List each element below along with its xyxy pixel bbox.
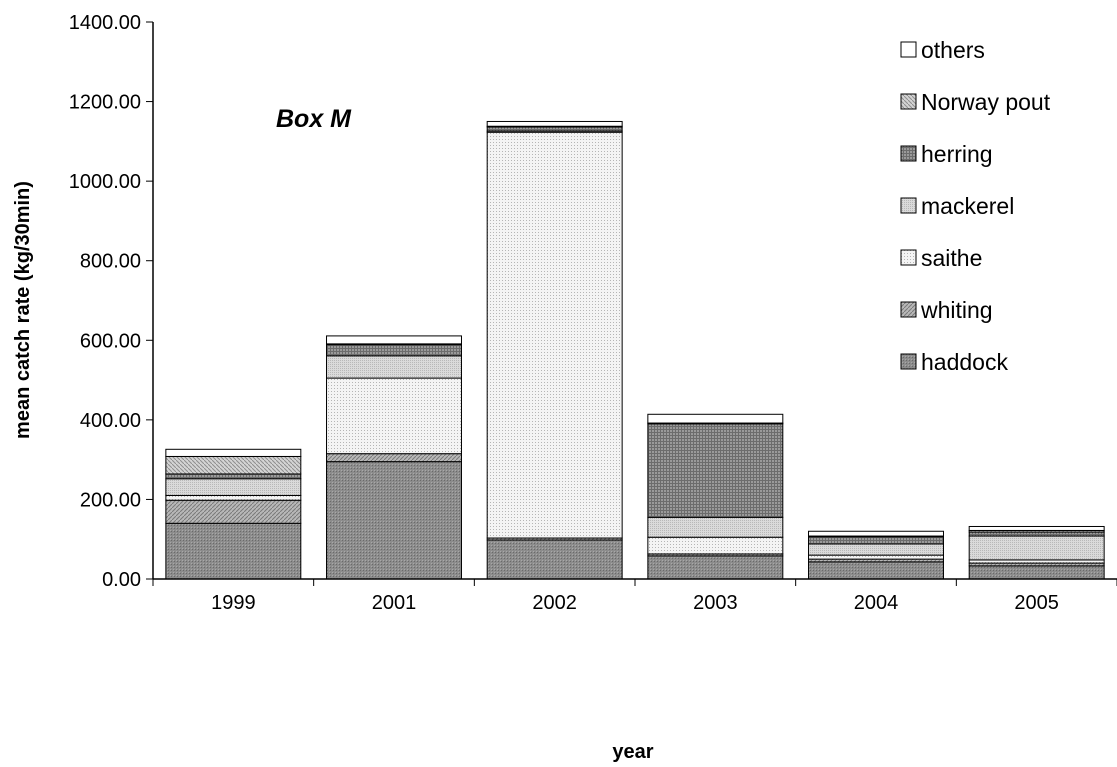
bar-mackerel-2003 (647, 516, 784, 538)
x-tick-label: 2004 (854, 592, 899, 614)
bar-herring-2001 (326, 344, 462, 357)
y-tick-label: 200.00 (80, 489, 141, 511)
legend-label: others (921, 37, 985, 63)
legend-swatch-whiting (900, 301, 917, 318)
bar-others-2004 (808, 530, 944, 537)
bar-mackerel-2005 (968, 535, 1105, 561)
bar-mackerel-2001 (326, 355, 462, 379)
bar-others-2003 (647, 413, 784, 424)
legend-swatch-mackerel (900, 197, 917, 214)
bar-herring-2003 (647, 423, 784, 518)
legend-swatch-haddock (900, 353, 917, 370)
y-axis-ticks: 0.00 200.00 400.00 600.00 800.00 1000.00 1200.… (69, 12, 153, 591)
y-tick-label: 1400.00 (69, 12, 141, 34)
y-tick-label: 800.00 (80, 251, 141, 273)
x-tick-label: 2002 (532, 592, 577, 614)
bar-herring-2005 (968, 531, 1105, 537)
bar-saithe-2003 (647, 536, 784, 555)
legend-swatch-norway-pout (900, 93, 917, 110)
bar-haddock-2004 (808, 561, 944, 580)
legend: others Norway pout herring mackerel saithe wh… (900, 37, 1051, 375)
legend-label: haddock (921, 349, 1008, 375)
box-annotation: Box M (276, 105, 352, 133)
x-tick-label: 2001 (372, 592, 417, 614)
legend-label: mackerel (921, 193, 1014, 219)
bar-mackerel-2004 (808, 543, 944, 556)
bar-saithe-2004 (808, 554, 944, 560)
bar-mackerel-1999 (165, 478, 302, 496)
bar-haddock-2003 (647, 555, 784, 580)
x-axis-ticks: 1999 2001 2002 2003 2004 2005 (152, 579, 1117, 614)
x-tick-label: 1999 (211, 592, 256, 614)
legend-label: Norway pout (921, 89, 1051, 115)
legend-swatch-others (900, 41, 917, 58)
x-tick-label: 2003 (693, 592, 738, 614)
bar-saithe-1999 (165, 494, 302, 501)
bar-herring-2004 (808, 536, 944, 545)
legend-label: herring (921, 141, 993, 167)
bar-haddock-2001 (326, 461, 462, 580)
y-tick-label: 400.00 (80, 410, 141, 432)
bar-others-1999 (165, 448, 302, 457)
x-axis-title: year (612, 741, 653, 763)
bar-haddock-2002 (486, 539, 623, 580)
bar-haddock-2005 (968, 565, 1105, 580)
y-tick-label: 1200.00 (69, 92, 141, 114)
bar-others-2001 (326, 335, 462, 345)
y-tick-label: 0.00 (102, 569, 141, 591)
legend-label: saithe (921, 245, 982, 271)
y-tick-label: 600.00 (80, 330, 141, 352)
bar-saithe-2001 (326, 377, 462, 455)
bar-haddock-1999 (165, 522, 302, 580)
bars (165, 120, 1105, 580)
bar-whiting-1999 (165, 499, 302, 524)
y-axis-title: mean catch rate (kg/30min) (12, 181, 34, 439)
bar-herring-1999 (165, 473, 302, 480)
legend-swatch-saithe (900, 249, 917, 266)
x-tick-label: 2005 (1014, 592, 1059, 614)
legend-label: whiting (920, 297, 993, 323)
bar-whiting-2001 (326, 453, 462, 463)
legend-swatch-herring (900, 145, 917, 162)
bar-others-2005 (968, 525, 1105, 531)
bar-norway-pout-1999 (165, 455, 302, 475)
bar-others-2002 (486, 120, 623, 127)
bar-saithe-2002 (486, 131, 623, 539)
bar-herring-2002 (486, 126, 623, 132)
y-tick-label: 1000.00 (69, 171, 141, 193)
